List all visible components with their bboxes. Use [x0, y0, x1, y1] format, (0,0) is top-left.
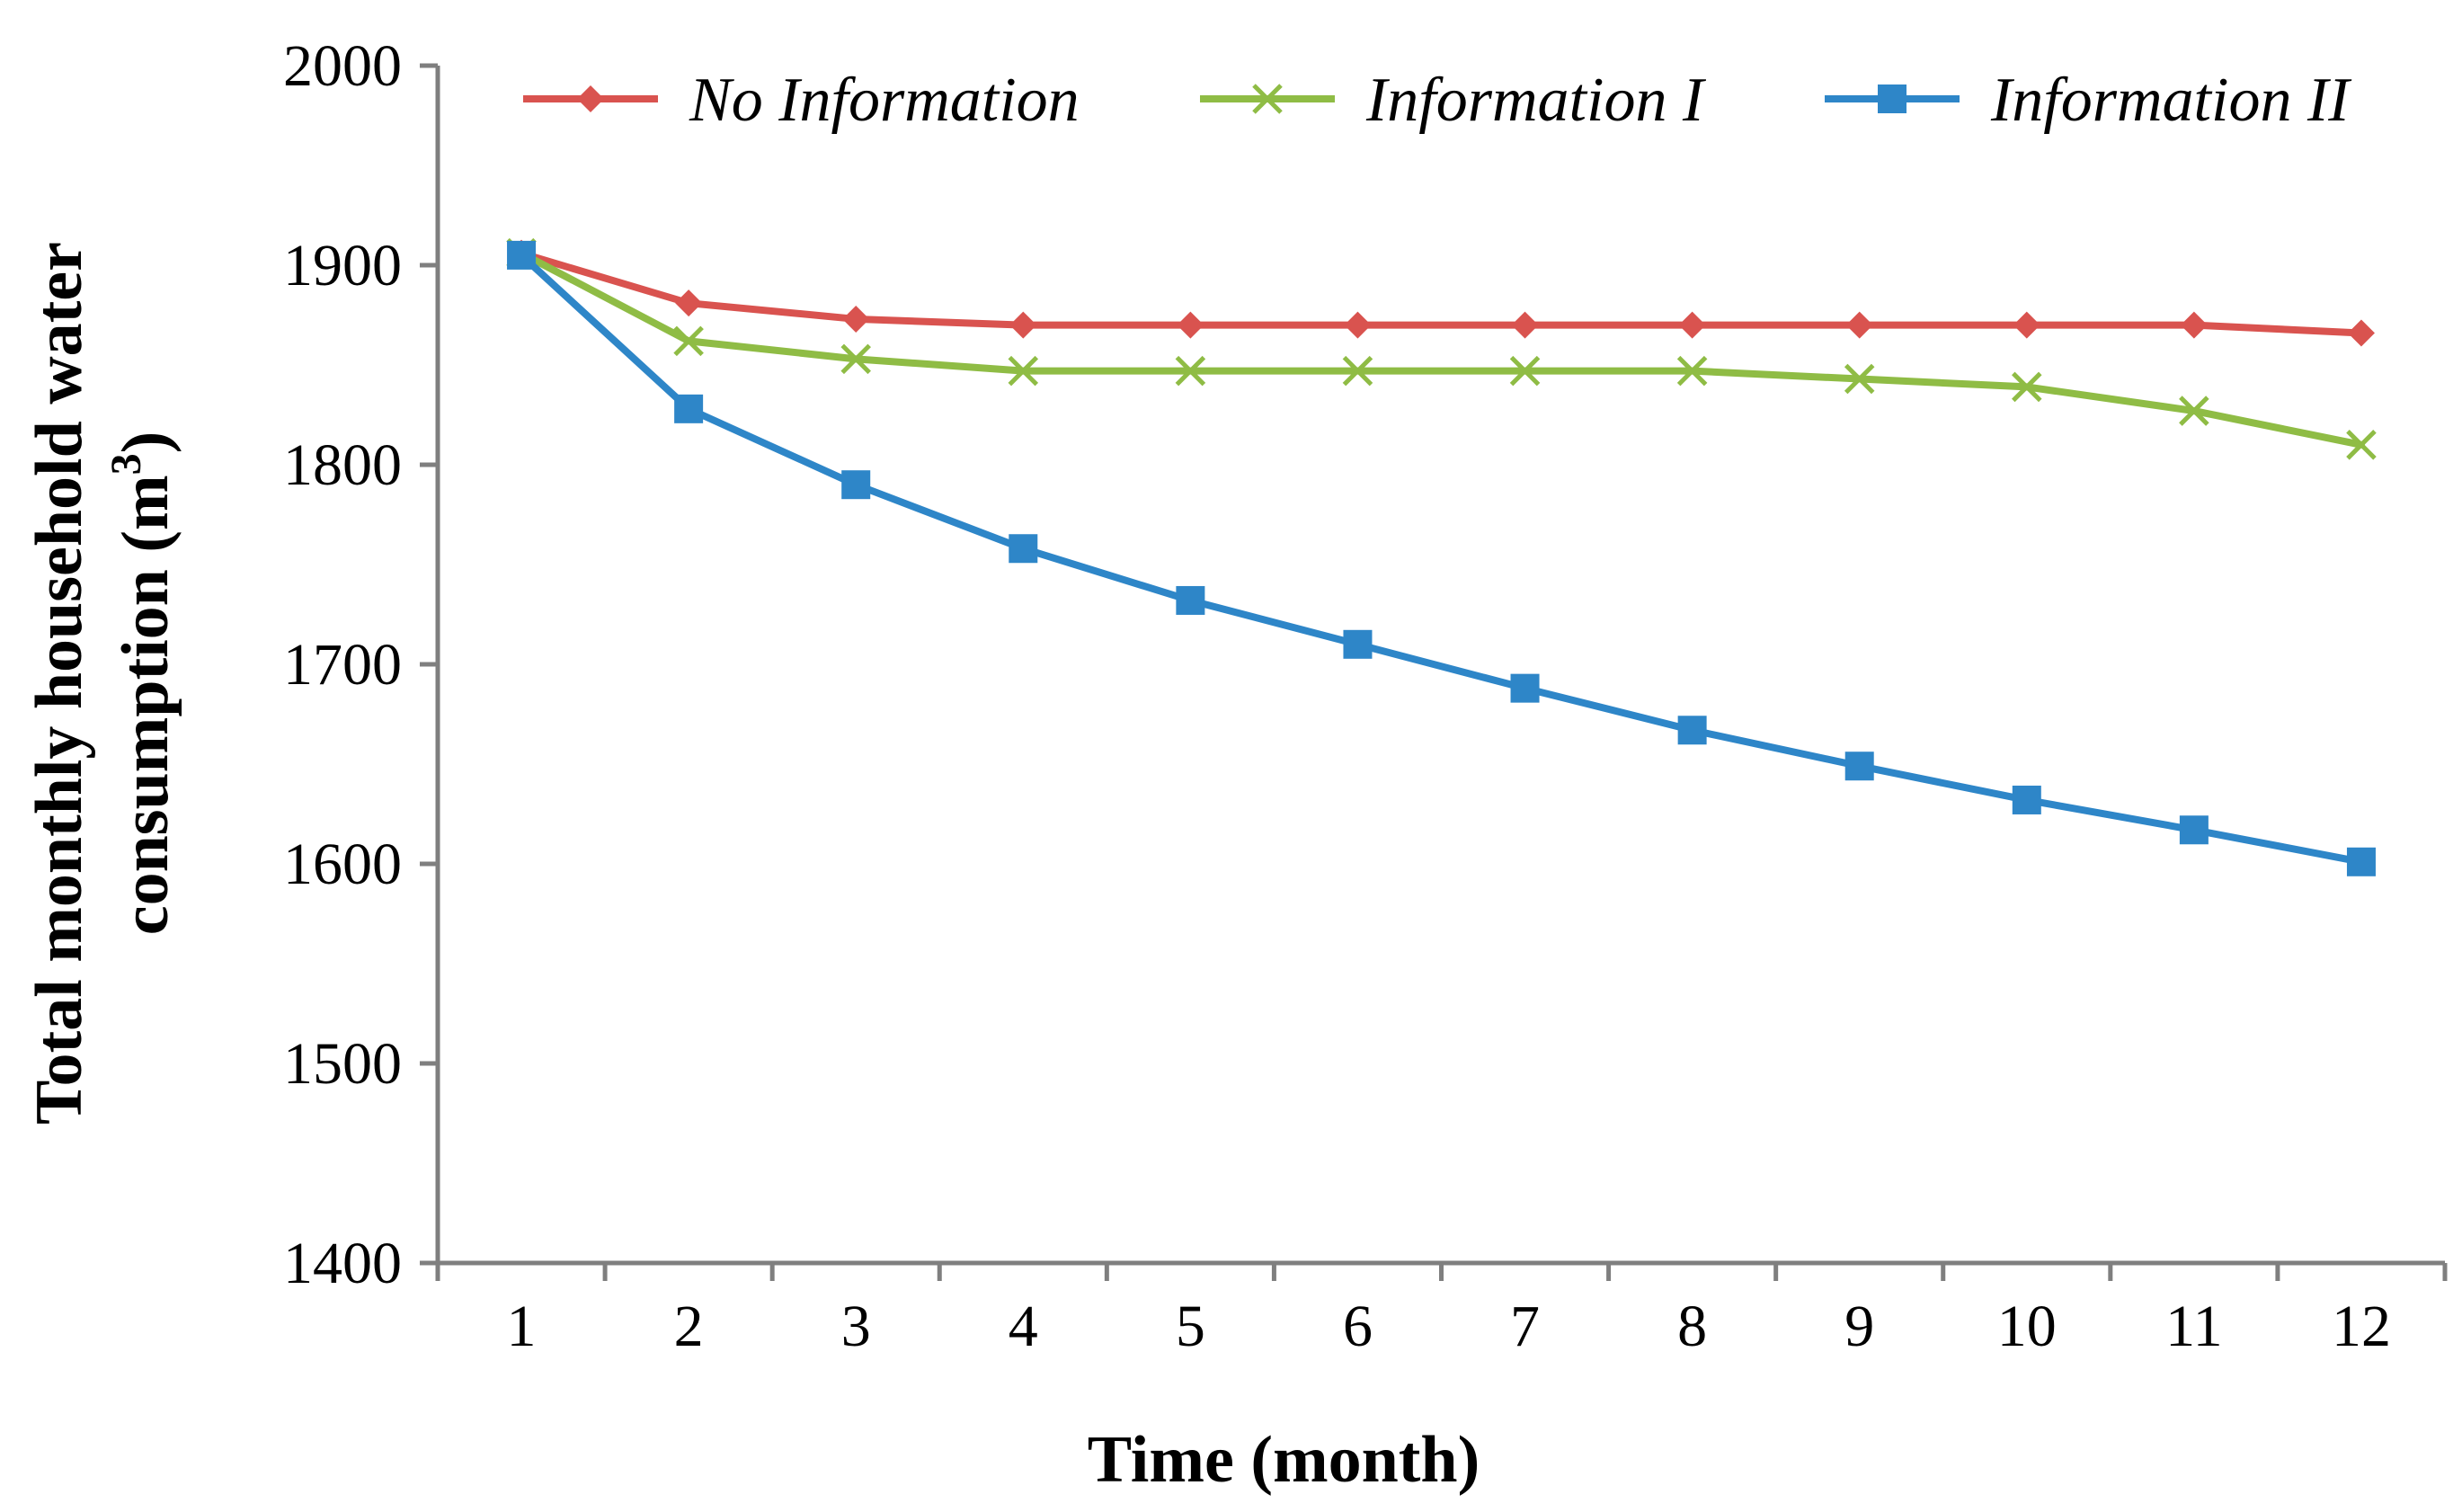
y-axis-title-superscript: 3: [102, 453, 150, 475]
data-point-square: [1677, 716, 1707, 745]
data-point-x: [1008, 355, 1039, 387]
x-tick-label: 9: [1844, 1294, 1874, 1359]
y-tick-label: 1500: [283, 1031, 402, 1097]
data-point-x: [840, 343, 871, 375]
y-axis-title: Total monthly household water consumptio…: [22, 242, 182, 1125]
data-point-diamond: [1344, 311, 1372, 339]
data-point-square: [507, 240, 537, 270]
legend: No Information Information I Information I…: [523, 66, 2352, 135]
data-point-square: [1878, 84, 1906, 113]
data-point-x: [1676, 355, 1708, 387]
x-tick-label: 8: [1677, 1294, 1707, 1359]
data-point-diamond: [1845, 311, 1873, 339]
series-line: [518, 249, 2365, 337]
data-point-x: [2179, 396, 2209, 426]
series-line: [518, 251, 2365, 866]
data-point-x: [1175, 355, 1206, 387]
y-axis-ticks: 1400 1500 1600 1700 1800 1900 2000: [283, 33, 438, 1296]
data-point-square: [1844, 752, 1874, 781]
x-tick-label: 5: [1176, 1294, 1205, 1359]
data-point-diamond: [2347, 319, 2375, 347]
x-axis-ticks: 1 2 3 4 5 6 7 8 9 10 11 12: [435, 1263, 2448, 1359]
y-tick-label: 1700: [283, 632, 402, 698]
x-tick-label: 10: [1997, 1294, 2057, 1359]
data-point-x: [1252, 84, 1283, 114]
data-point-square: [1009, 534, 1038, 564]
series-information-i: [506, 237, 2377, 460]
data-point-diamond: [1511, 311, 1539, 339]
data-point-x: [1342, 355, 1373, 387]
legend-item: Information II: [1825, 66, 2352, 135]
legend-label: No Information: [689, 66, 1080, 135]
series-information-ii: [507, 240, 2376, 876]
data-point-x: [1509, 355, 1541, 387]
legend-item: Information I: [1200, 66, 1707, 135]
x-tick-label: 3: [841, 1294, 871, 1359]
legend-label: Information II: [1990, 66, 2352, 135]
data-point-x: [1844, 363, 1875, 395]
data-point-diamond: [1177, 311, 1204, 339]
data-point-diamond: [842, 305, 870, 333]
data-point-diamond: [1678, 311, 1706, 339]
x-tick-label: 1: [507, 1294, 537, 1359]
x-axis-title: Time (month): [1088, 1423, 1480, 1497]
y-tick-label: 1600: [283, 832, 402, 897]
y-axis-title-line-1: Total monthly household water: [22, 242, 96, 1125]
x-tick-label: 6: [1343, 1294, 1373, 1359]
data-point-square: [674, 394, 704, 423]
data-point-square: [1510, 673, 1540, 703]
data-point-square: [1343, 629, 1373, 659]
y-tick-label: 1800: [283, 432, 402, 498]
data-point-square: [841, 470, 871, 500]
x-tick-label: 2: [674, 1294, 704, 1359]
data-point-diamond: [675, 289, 703, 317]
data-point-diamond: [2013, 311, 2040, 339]
series-line: [518, 249, 2365, 449]
y-axis-title-line-2: consumption (m3): [102, 431, 182, 936]
y-axis-title-close-paren: ): [109, 431, 182, 454]
data-point-x: [2012, 371, 2042, 403]
x-tick-label: 7: [1510, 1294, 1540, 1359]
data-point-square: [2012, 785, 2041, 814]
data-point-square: [1176, 585, 1205, 615]
x-tick-label: 4: [1009, 1294, 1038, 1359]
series-group: [506, 237, 2377, 876]
y-tick-label: 2000: [283, 33, 402, 99]
x-tick-label: 12: [2332, 1294, 2391, 1359]
y-tick-label: 1900: [283, 233, 402, 298]
y-tick-label: 1400: [283, 1231, 402, 1296]
data-point-square: [2179, 815, 2209, 845]
y-axis-title-line-2-text: consumption (m: [109, 475, 182, 935]
data-point-square: [2346, 847, 2376, 876]
data-point-diamond: [1009, 311, 1037, 339]
legend-item: No Information: [523, 66, 1080, 135]
data-point-diamond: [577, 85, 604, 112]
data-point-diamond: [2180, 311, 2208, 339]
x-tick-label: 11: [2165, 1294, 2223, 1359]
data-point-x: [673, 325, 704, 357]
data-point-x: [2346, 430, 2377, 460]
legend-label: Information I: [1365, 66, 1707, 135]
